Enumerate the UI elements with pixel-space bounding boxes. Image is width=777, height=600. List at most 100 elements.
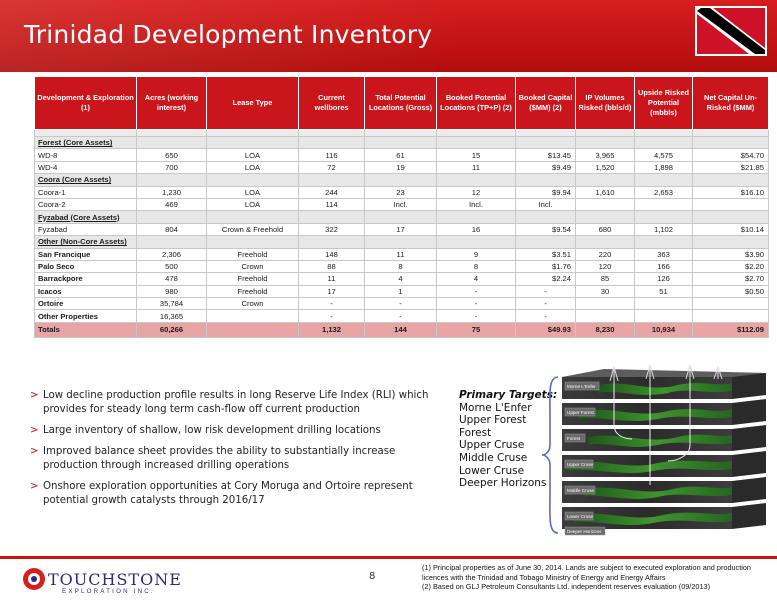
cell-total-potential: 144 [364, 321, 437, 338]
cell-net-capital: $112.09 [692, 321, 769, 338]
cell-current-wellbores: 72 [298, 160, 365, 175]
cell-lease-type: Crown [206, 297, 299, 311]
cell-upside: 2,653 [634, 185, 693, 199]
cell-net-capital: $54.70 [692, 148, 769, 162]
group-label: Other (Non-Core Assets) [38, 237, 127, 247]
cell-total-potential: - [364, 309, 437, 323]
group-label: Forest (Core Assets) [38, 138, 113, 148]
table-row: Fyzabad 804 Crown & Freehold 322 17 16 $… [34, 222, 769, 237]
bullet-item: > Improved balance sheet provides the abi… [30, 445, 430, 473]
cell-acres: 478 [136, 272, 207, 286]
bracket-icon [541, 376, 559, 534]
bullet-text: Improved balance sheet provides the abil… [43, 446, 396, 471]
cell-booked-capital: - [515, 309, 576, 323]
cell-booked-capital: $3.51 [515, 247, 576, 261]
table-row: Barrackpore 478 Freehold 11 4 4 $2.24 85… [34, 272, 769, 286]
table-row: Palo Seco 500 Crown 88 8 8 $1.76 120 166… [34, 259, 769, 274]
development-inventory-table: Development & Exploration (1) Acres (wor… [34, 76, 769, 338]
cell-name: Palo Seco [34, 259, 137, 274]
cell-upside: 1,102 [634, 222, 693, 237]
col-header-upside-risked: Upside Risked Potential (mbbls) [634, 76, 693, 130]
cell-total-potential: Incl. [364, 197, 437, 212]
cell-current-wellbores: 148 [298, 247, 365, 261]
cell-acres: 650 [136, 148, 207, 162]
cell-total-potential: 19 [364, 160, 437, 175]
cell-name: WD-4 [34, 160, 137, 175]
cell-acres: 469 [136, 197, 207, 212]
cell-upside [634, 197, 693, 212]
cell-upside [634, 309, 693, 323]
cell-upside [634, 297, 693, 311]
cell-booked-potential: 8 [436, 259, 516, 274]
target-item: Forest [459, 426, 492, 439]
cell-ip-volumes: 8,230 [575, 321, 635, 338]
cell-lease-type: Freehold [206, 247, 299, 261]
cell-ip-volumes: 220 [575, 247, 635, 261]
cell-booked-capital: $2.24 [515, 272, 576, 286]
group-row-forest: Forest (Core Assets) [34, 135, 769, 150]
cell-net-capital [692, 197, 769, 212]
col-header-current-wellbores: Current wellbores [298, 76, 365, 130]
group-label: Fyzabad (Core Assets) [38, 212, 120, 222]
trinidad-flag-icon [697, 8, 765, 54]
cell-current-wellbores: 88 [298, 259, 365, 274]
table-spacer-row [34, 129, 769, 137]
table-row: Icacos 980 Freehold 17 1 - - 30 51 $0.50 [34, 284, 769, 299]
col-header-net-capital: Net Capital Un-Risked ($MM) [692, 76, 769, 130]
cell-upside: 166 [634, 259, 693, 274]
cell-acres: 980 [136, 284, 207, 299]
page-title: Trinidad Development Inventory [24, 20, 433, 49]
cell-acres: 500 [136, 259, 207, 274]
table-header-row: Development & Exploration (1) Acres (wor… [34, 76, 769, 130]
bullet-item: > Large inventory of shallow, low risk de… [30, 424, 430, 438]
cell-current-wellbores: 1,132 [298, 321, 365, 338]
col-header-booked-capital: Booked Capital ($MM) (2) [515, 76, 576, 130]
cell-booked-capital: $9.94 [515, 185, 576, 199]
cell-booked-potential: 16 [436, 222, 516, 237]
cell-total-potential: 11 [364, 247, 437, 261]
cell-ip-volumes: 680 [575, 222, 635, 237]
cell-lease-type: Freehold [206, 272, 299, 286]
cell-name: WD-8 [34, 148, 137, 162]
cell-booked-potential: 4 [436, 272, 516, 286]
bullet-text: Large inventory of shallow, low risk dev… [43, 425, 381, 436]
cell-booked-potential: - [436, 284, 516, 299]
col-header-development: Development & Exploration (1) [34, 76, 137, 130]
target-item: Middle Cruse [459, 451, 528, 464]
zone-label: Forest [567, 436, 581, 441]
cell-booked-capital: $9.49 [515, 160, 576, 175]
bullet-text: Onshore exploration opportunities at Cor… [43, 481, 413, 506]
well-derricks [609, 365, 723, 485]
bullet-item: > Onshore exploration opportunities at Co… [30, 480, 430, 508]
cell-net-capital: $21.85 [692, 160, 769, 175]
cell-lease-type: Crown & Freehold [206, 222, 299, 237]
cell-upside: 363 [634, 247, 693, 261]
cell-ip-volumes: 30 [575, 284, 635, 299]
cell-total-potential: 61 [364, 148, 437, 162]
cell-name: Ortoire [34, 297, 137, 311]
cell-net-capital: $16.10 [692, 185, 769, 199]
target-item: Upper Cruse [459, 439, 525, 452]
title-banner-highlight [0, 0, 777, 72]
target-item: Lower Cruse [459, 464, 525, 477]
cell-total-potential: - [364, 297, 437, 311]
cell-name: Other Properties [34, 309, 137, 323]
footnote-1: (1) Principal properties as of June 30, … [422, 563, 751, 582]
cell-booked-potential: 75 [436, 321, 516, 338]
cell-upside: 126 [634, 272, 693, 286]
col-header-acres: Acres (working interest) [136, 76, 207, 130]
group-row-fyzabad: Fyzabad (Core Assets) [34, 210, 769, 224]
bullet-marker: > [30, 481, 39, 492]
cell-total-potential: 8 [364, 259, 437, 274]
cell-acres: 2,306 [136, 247, 207, 261]
cell-ip-volumes [575, 309, 635, 323]
cell-booked-capital: $9.54 [515, 222, 576, 237]
zone-label: Morne L'Enfer [567, 384, 596, 389]
cell-name: Coora-2 [34, 197, 137, 212]
oil-bearing-zones [568, 383, 732, 525]
cell-upside: 1,898 [634, 160, 693, 175]
cell-current-wellbores: - [298, 309, 365, 323]
cell-ip-volumes: 3,965 [575, 148, 635, 162]
cell-lease-type: LOA [206, 148, 299, 162]
primary-targets-heading: Primary Targets: [459, 389, 558, 401]
